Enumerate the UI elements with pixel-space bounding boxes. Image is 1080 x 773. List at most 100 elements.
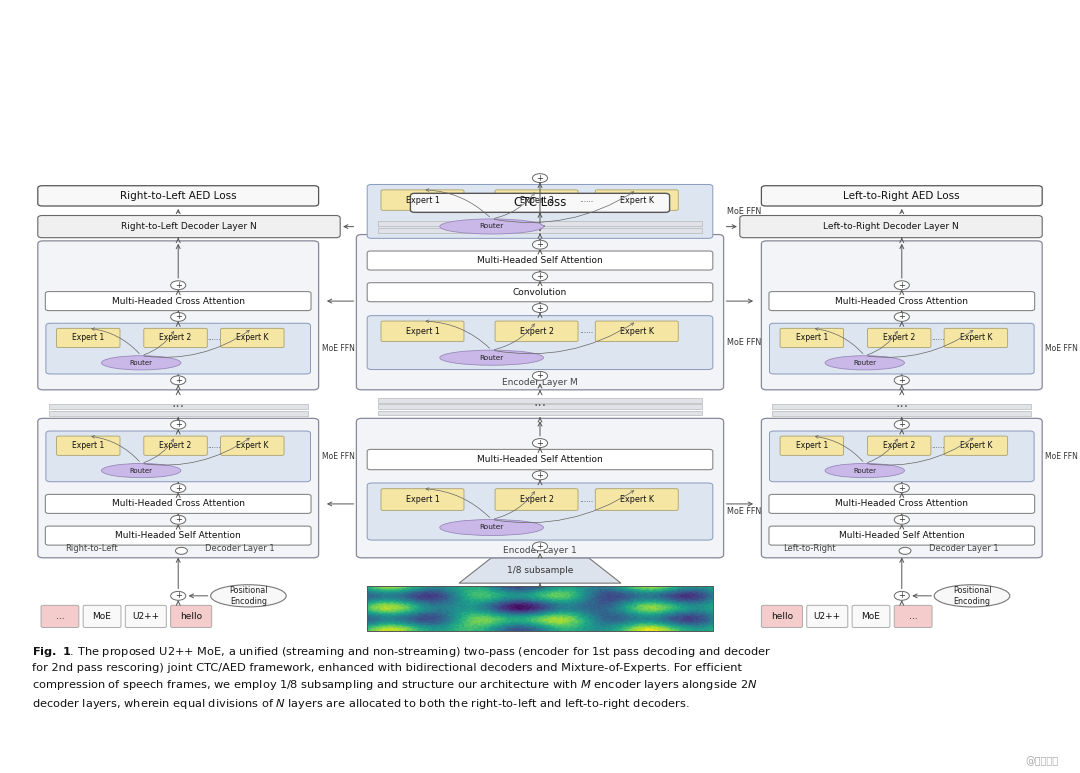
Bar (49, 404, 308, 409)
Ellipse shape (934, 584, 1010, 607)
FancyBboxPatch shape (56, 329, 120, 348)
FancyBboxPatch shape (867, 436, 931, 455)
FancyBboxPatch shape (410, 193, 670, 213)
FancyBboxPatch shape (38, 216, 340, 237)
Text: +: + (537, 371, 543, 380)
FancyBboxPatch shape (367, 483, 713, 540)
FancyBboxPatch shape (495, 321, 578, 342)
Text: +: + (537, 438, 543, 448)
Text: MoE FFN: MoE FFN (322, 452, 354, 461)
Circle shape (171, 591, 186, 601)
Text: hello: hello (180, 612, 202, 621)
FancyBboxPatch shape (894, 605, 932, 628)
FancyBboxPatch shape (367, 283, 713, 301)
Text: Expert 2: Expert 2 (519, 196, 554, 205)
Bar (378, 404, 702, 409)
Text: ......: ...... (207, 335, 220, 341)
FancyBboxPatch shape (740, 216, 1042, 237)
Text: Router: Router (480, 355, 503, 361)
Text: +: + (899, 516, 905, 524)
Circle shape (171, 376, 186, 385)
Text: MoE FFN: MoE FFN (1045, 452, 1078, 461)
Text: Decoder Layer 1: Decoder Layer 1 (929, 544, 998, 553)
Ellipse shape (825, 356, 904, 370)
Text: ......: ...... (580, 329, 594, 334)
FancyBboxPatch shape (852, 605, 890, 628)
Ellipse shape (102, 356, 180, 370)
Text: Expert K: Expert K (237, 333, 269, 342)
Text: +: + (175, 312, 181, 322)
Text: 1/8 subsample: 1/8 subsample (507, 566, 573, 575)
Text: Multi-Headed Self Attention: Multi-Headed Self Attention (839, 531, 964, 540)
Text: +: + (899, 281, 905, 290)
FancyBboxPatch shape (367, 315, 713, 369)
Text: Router: Router (130, 468, 152, 474)
Text: Expert 1: Expert 1 (406, 495, 440, 504)
Text: Right-to-Left AED Loss: Right-to-Left AED Loss (120, 191, 237, 201)
Text: Positional
Encoding: Positional Encoding (953, 586, 991, 605)
Text: Encoder Layer 1: Encoder Layer 1 (503, 546, 577, 555)
FancyBboxPatch shape (769, 291, 1035, 311)
Circle shape (532, 471, 548, 480)
Ellipse shape (211, 584, 286, 607)
Circle shape (894, 591, 909, 601)
FancyBboxPatch shape (46, 431, 311, 482)
Circle shape (532, 304, 548, 312)
FancyBboxPatch shape (944, 436, 1008, 455)
FancyBboxPatch shape (56, 436, 120, 455)
Text: MoE: MoE (862, 612, 880, 621)
FancyBboxPatch shape (381, 190, 464, 210)
Text: Multi-Headed Self Attention: Multi-Headed Self Attention (116, 531, 241, 540)
Text: MoE FFN: MoE FFN (1045, 344, 1078, 353)
Circle shape (532, 372, 548, 380)
Bar (378, 410, 702, 415)
Text: Router: Router (853, 468, 876, 474)
Text: Expert K: Expert K (960, 441, 993, 450)
Text: MoE: MoE (93, 612, 111, 621)
Text: @语音之家: @语音之家 (1025, 756, 1058, 766)
FancyBboxPatch shape (41, 605, 79, 628)
Text: Left-to-Right Decoder Layer N: Left-to-Right Decoder Layer N (823, 222, 959, 231)
Text: Multi-Headed Cross Attention: Multi-Headed Cross Attention (111, 499, 245, 509)
Text: +: + (537, 471, 543, 480)
FancyBboxPatch shape (38, 186, 319, 206)
Bar (378, 221, 702, 226)
Text: ...: ... (895, 396, 908, 410)
FancyBboxPatch shape (495, 190, 578, 210)
Text: ......: ...... (580, 496, 594, 502)
FancyBboxPatch shape (38, 241, 319, 390)
Circle shape (894, 421, 909, 429)
Text: $\bf{Fig.\ 1}$. The proposed U2++ MoE, a unified (streaming and non-streaming) t: $\bf{Fig.\ 1}$. The proposed U2++ MoE, a… (32, 645, 772, 711)
Ellipse shape (440, 350, 543, 365)
Bar (772, 404, 1031, 409)
FancyBboxPatch shape (780, 436, 843, 455)
Text: ...: ... (534, 216, 546, 230)
FancyBboxPatch shape (367, 251, 713, 270)
Text: Left-to-Right: Left-to-Right (783, 544, 836, 553)
Circle shape (894, 312, 909, 322)
Text: +: + (537, 542, 543, 551)
Text: Left-to-Right AED Loss: Left-to-Right AED Loss (843, 191, 960, 201)
Text: +: + (175, 376, 181, 385)
FancyBboxPatch shape (45, 291, 311, 311)
Text: +: + (537, 240, 543, 249)
FancyBboxPatch shape (595, 321, 678, 342)
Text: U2++: U2++ (132, 612, 160, 621)
Circle shape (176, 547, 188, 554)
Text: Convolution: Convolution (513, 288, 567, 297)
Text: Expert 2: Expert 2 (519, 327, 554, 335)
FancyBboxPatch shape (769, 323, 1035, 374)
Circle shape (171, 421, 186, 429)
Text: ...: ... (909, 612, 917, 621)
FancyBboxPatch shape (381, 321, 464, 342)
FancyBboxPatch shape (381, 489, 464, 510)
Text: Expert K: Expert K (237, 441, 269, 450)
Text: Expert 1: Expert 1 (796, 333, 828, 342)
Text: U2++: U2++ (813, 612, 841, 621)
Text: Multi-Headed Self Attention: Multi-Headed Self Attention (477, 455, 603, 464)
Text: Expert 1: Expert 1 (796, 441, 828, 450)
Text: Right-to-Left: Right-to-Left (65, 544, 118, 553)
FancyBboxPatch shape (769, 526, 1035, 545)
Text: MoE FFN: MoE FFN (727, 507, 761, 516)
Text: Expert K: Expert K (620, 327, 653, 335)
